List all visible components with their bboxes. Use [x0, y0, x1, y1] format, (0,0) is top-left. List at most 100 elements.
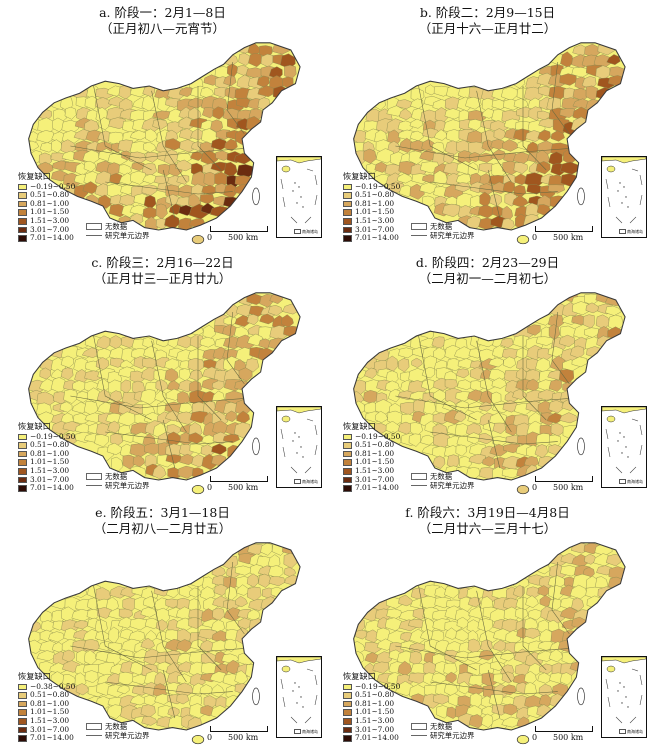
legend-item: 3.01~7.00 — [18, 725, 75, 735]
prefecture-region — [84, 670, 99, 683]
boundary-label: 研究单元边界 — [105, 481, 150, 490]
scale-distance: 500 km — [553, 233, 584, 242]
prefecture-region — [132, 455, 145, 468]
legend-item: 1.51~3.00 — [343, 466, 400, 476]
legend-swatch — [343, 735, 352, 742]
legend-item: −0.38~0.50 — [18, 682, 75, 692]
nodata-swatch — [86, 723, 102, 730]
panel-subtitle: （二月初八—二月廿五） — [93, 521, 232, 536]
legend: 恢复缺口 −0.19~0.50 0.51~0.80 0.81~1.00 1.01~1.5… — [343, 672, 400, 743]
prefecture-region — [249, 618, 269, 635]
prefecture-region — [537, 129, 551, 142]
prefecture-region — [525, 76, 541, 92]
inset-caption-box — [619, 729, 626, 734]
legend-item: 1.51~3.00 — [18, 216, 75, 226]
legend-item: 1.51~3.00 — [343, 716, 400, 726]
china-outline — [28, 292, 301, 481]
prefecture-region — [523, 86, 543, 103]
scale-zero: 0 — [532, 733, 538, 742]
province-boundary — [418, 585, 477, 671]
prefecture-region — [283, 553, 298, 569]
prefecture-region — [409, 118, 424, 129]
prefecture-region — [238, 367, 253, 382]
legend-swatch — [343, 709, 352, 716]
legend-item: 7.01~14.00 — [343, 484, 400, 493]
legend: 恢复缺口 −0.19~0.50 0.51~0.80 0.81~1.00 1.01~1.5… — [343, 172, 400, 243]
legend-swatch — [18, 692, 27, 699]
prefecture-region — [410, 98, 424, 110]
legend-item: 1.01~1.50 — [343, 708, 400, 717]
prefecture-region — [409, 651, 423, 666]
prefecture-region — [458, 455, 472, 470]
inset-caption: 南海诸岛 — [294, 229, 318, 234]
inset-coast — [276, 406, 322, 414]
legend-swatch — [343, 683, 352, 691]
prefecture-region — [118, 164, 133, 176]
legend-item: 1.01~1.50 — [343, 458, 400, 467]
prefecture-region — [210, 119, 223, 134]
province-boundary — [93, 585, 152, 671]
province-boundary — [105, 431, 233, 445]
legend-title: 恢复缺口 — [18, 171, 51, 181]
legend-label: 0.81~1.00 — [30, 698, 70, 708]
province-boundary — [105, 681, 233, 695]
panel-subtitle: （正月廿三—正月廿九） — [93, 271, 232, 286]
south-china-sea-inset: 南海诸岛 — [601, 656, 647, 738]
prefecture-region — [284, 567, 297, 578]
scale-zero: 0 — [207, 733, 213, 742]
inset-caption-box — [619, 229, 626, 234]
island-dot — [302, 456, 304, 458]
island-dot — [302, 706, 304, 708]
island-dot — [625, 196, 627, 198]
prefecture-region — [59, 401, 73, 413]
scale-distance: 500 km — [228, 733, 259, 742]
legend-label: 0.51~0.80 — [355, 690, 395, 700]
legend-label: −0.19~0.50 — [30, 181, 76, 191]
boundary-label: 研究单元边界 — [430, 231, 475, 240]
prefecture-region — [548, 324, 561, 340]
prefecture-region — [36, 391, 55, 408]
inset-caption: 南海诸岛 — [619, 228, 643, 234]
prefecture-region — [223, 74, 237, 87]
prefecture-region — [82, 149, 100, 164]
prefecture-region — [397, 120, 414, 133]
island-dot — [621, 702, 623, 704]
province-boundary — [395, 145, 570, 159]
prefecture-region — [108, 626, 119, 645]
prefecture-region — [110, 456, 124, 473]
legend-label: 1.01~1.50 — [355, 707, 395, 717]
legend-label: 7.01~14.00 — [30, 233, 74, 243]
prefecture-region — [164, 358, 180, 371]
prefecture-region — [155, 619, 168, 632]
inset-map — [276, 156, 322, 224]
scale-line — [535, 476, 593, 482]
province-boundary — [487, 419, 501, 469]
province-boundary — [430, 181, 558, 195]
legend-label: −0.19~0.50 — [355, 681, 401, 691]
prefecture-region — [224, 638, 238, 652]
island-dot — [619, 182, 621, 184]
prefecture-region — [434, 107, 449, 124]
legend-swatch — [18, 442, 27, 449]
prefecture-region — [164, 368, 179, 383]
panel-title: c. 阶段三：2月16—22日 — [91, 255, 234, 270]
inset-caption-box — [619, 479, 626, 484]
inset-caption-text: 南海诸岛 — [627, 228, 643, 234]
legend-swatch — [18, 235, 27, 242]
legend-item: 0.81~1.00 — [18, 199, 75, 209]
prefecture-region — [446, 454, 460, 470]
legend-swatch — [18, 183, 27, 191]
taiwan-region — [252, 187, 260, 206]
legend-label: 1.51~3.00 — [30, 715, 70, 725]
legend-label: −0.19~0.50 — [355, 431, 401, 441]
inset-caption-box — [294, 479, 301, 484]
legend-swatch — [18, 718, 27, 725]
legend-label: 7.01~14.00 — [355, 733, 399, 743]
prefecture-region — [410, 587, 428, 601]
island-dot — [617, 190, 619, 192]
legend-label: 0.81~1.00 — [355, 448, 395, 458]
prefecture-region — [246, 314, 259, 326]
inset-caption-text: 南海诸岛 — [302, 728, 318, 734]
scale-line — [210, 226, 268, 232]
island-dot — [300, 696, 302, 698]
